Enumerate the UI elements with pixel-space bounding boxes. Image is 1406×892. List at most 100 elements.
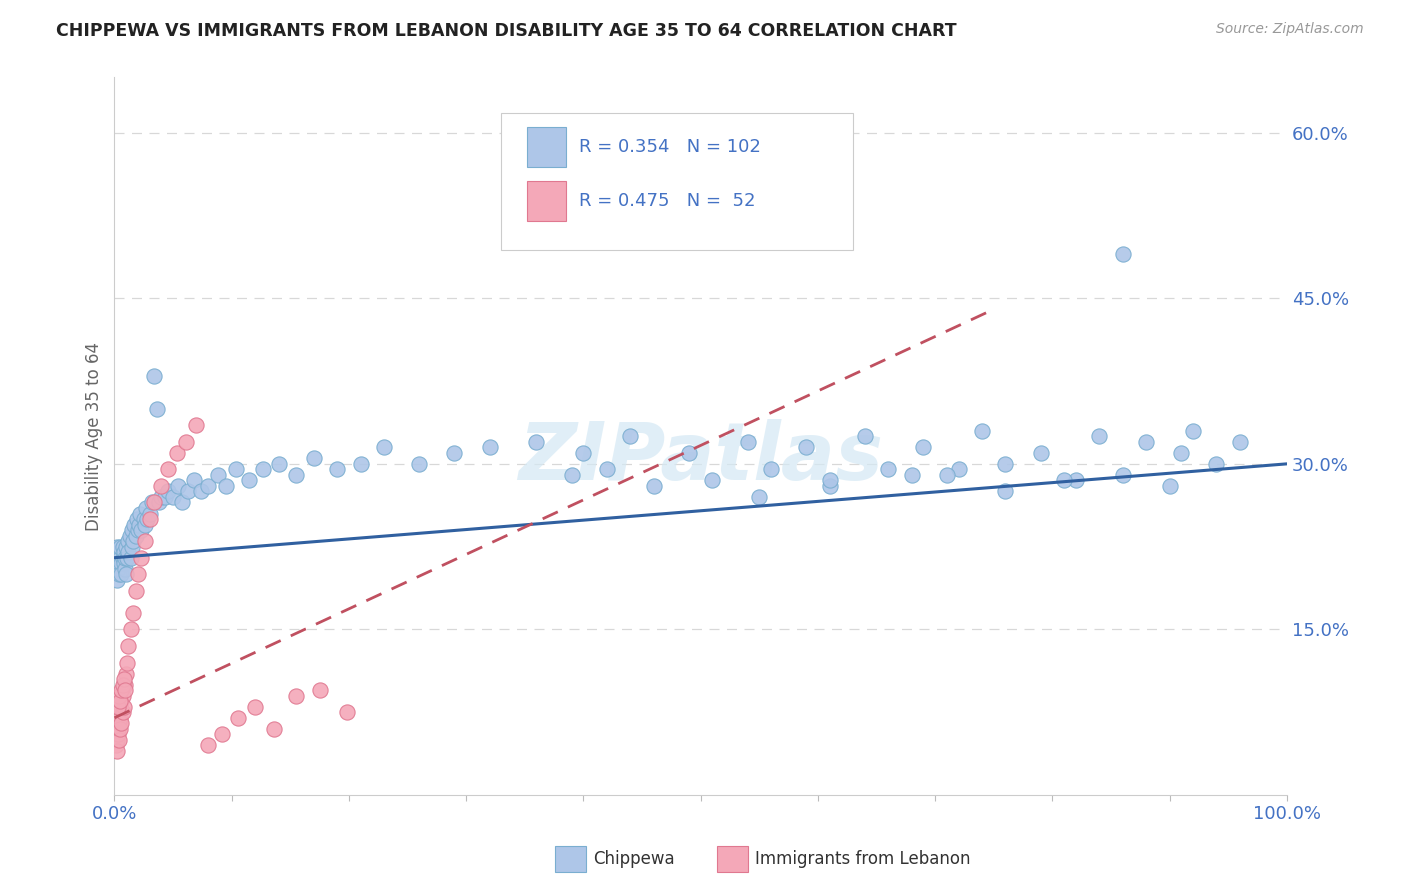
Point (127, 523, 149, 537)
Point (335, 705, 357, 719)
Point (124, 583, 146, 598)
Point (117, 534, 139, 549)
Point (120, 623, 142, 637)
Point (108, 732, 131, 747)
Text: Source: ZipAtlas.com: Source: ZipAtlas.com (1216, 22, 1364, 37)
Point (994, 484, 1017, 499)
Point (104, 722, 127, 736)
Point (111, 689, 134, 703)
Point (111, 705, 134, 719)
Point (112, 545, 135, 559)
Point (105, 732, 128, 747)
Point (794, 440, 817, 454)
Text: R = 0.475   N =  52: R = 0.475 N = 52 (579, 192, 755, 210)
Point (136, 512, 159, 526)
Point (121, 523, 143, 537)
Point (135, 501, 157, 516)
Point (994, 457, 1017, 471)
Point (1064, 474, 1087, 488)
Point (107, 722, 129, 736)
Point (117, 550, 139, 565)
Point (148, 495, 170, 509)
Point (561, 467, 583, 482)
Point (197, 479, 219, 493)
Point (150, 490, 173, 504)
Point (110, 716, 132, 731)
Point (115, 666, 138, 681)
Point (122, 606, 145, 620)
Point (115, 567, 138, 582)
Point (108, 567, 131, 582)
Point (285, 467, 308, 482)
Point (1229, 434, 1251, 449)
Point (124, 517, 146, 532)
Point (408, 457, 430, 471)
Point (114, 562, 136, 576)
Point (110, 694, 132, 708)
Point (110, 711, 132, 725)
Point (349, 457, 371, 471)
Point (166, 446, 188, 460)
Point (948, 462, 970, 476)
Point (267, 457, 290, 471)
Point (143, 495, 166, 509)
Y-axis label: Disability Age 35 to 64: Disability Age 35 to 64 (86, 342, 103, 531)
Point (110, 722, 132, 736)
Point (132, 512, 155, 526)
Point (104, 727, 127, 741)
Point (131, 523, 153, 537)
Point (373, 440, 395, 454)
Point (122, 534, 145, 549)
Point (935, 467, 957, 482)
Point (105, 573, 128, 587)
Bar (527, 181, 565, 220)
Point (526, 434, 548, 449)
Point (114, 683, 136, 698)
Point (853, 429, 876, 443)
Point (211, 727, 233, 741)
Point (111, 540, 134, 554)
Point (174, 434, 197, 449)
Point (818, 479, 841, 493)
Point (145, 401, 167, 416)
Point (108, 705, 131, 719)
Point (120, 550, 142, 565)
Point (190, 484, 212, 499)
Point (207, 467, 229, 482)
Point (143, 368, 166, 383)
Point (1029, 446, 1052, 460)
Point (1112, 247, 1135, 261)
Point (117, 639, 139, 653)
Point (759, 462, 782, 476)
Point (125, 512, 148, 526)
Point (912, 440, 935, 454)
Point (197, 739, 219, 753)
Text: Immigrants from Lebanon: Immigrants from Lebanon (755, 850, 970, 868)
Point (308, 683, 330, 698)
Point (138, 512, 160, 526)
Point (110, 694, 132, 708)
Point (183, 474, 205, 488)
Point (150, 479, 173, 493)
Point (225, 462, 247, 476)
Point (162, 490, 184, 504)
Point (643, 479, 665, 493)
Point (110, 540, 132, 554)
Point (111, 678, 134, 692)
Point (107, 562, 129, 576)
Point (153, 490, 176, 504)
Point (110, 567, 132, 582)
Point (1159, 479, 1181, 493)
Point (104, 556, 127, 570)
Text: R = 0.354   N = 102: R = 0.354 N = 102 (579, 138, 761, 156)
Point (127, 567, 149, 582)
Point (117, 656, 139, 670)
Point (572, 446, 595, 460)
Point (131, 550, 153, 565)
Point (1112, 467, 1135, 482)
Point (138, 507, 160, 521)
Point (1182, 424, 1205, 438)
FancyBboxPatch shape (502, 113, 853, 250)
Point (107, 550, 129, 565)
Point (108, 716, 131, 731)
